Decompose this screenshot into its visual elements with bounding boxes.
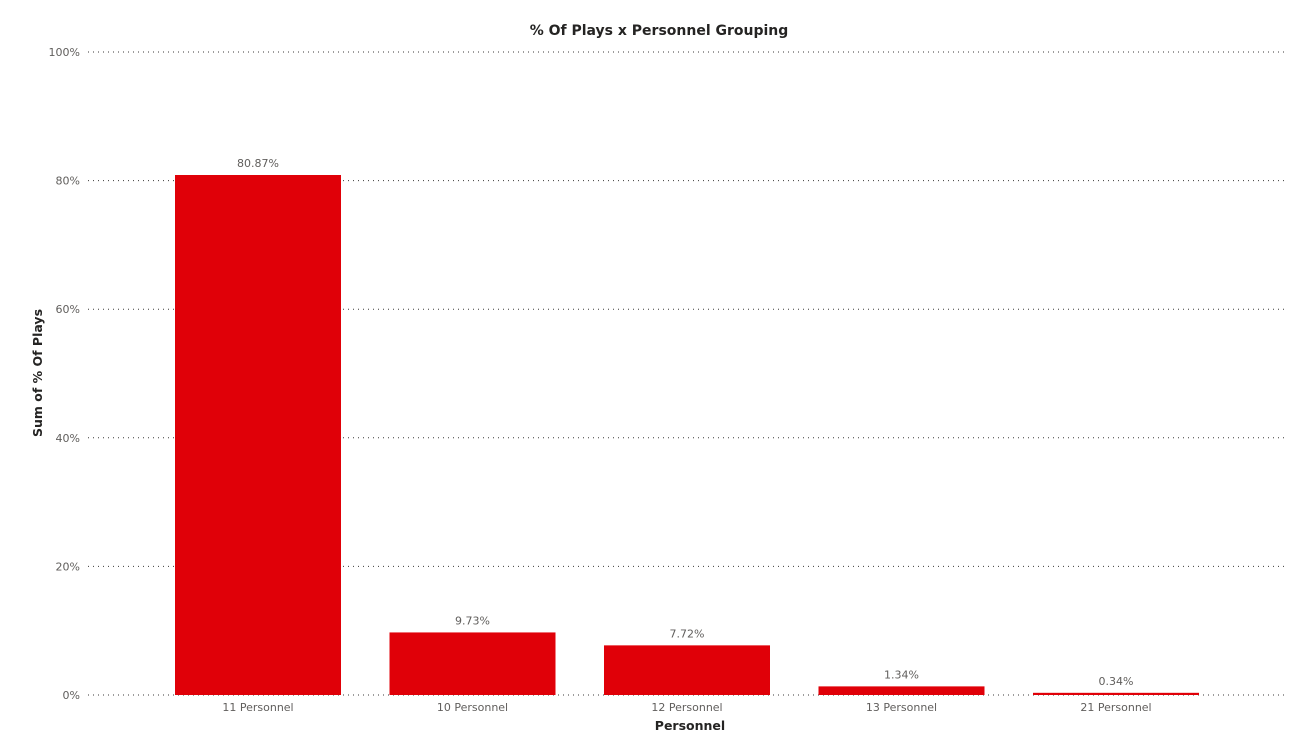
- chart-title: % Of Plays x Personnel Grouping: [530, 23, 789, 39]
- x-axis-title: Personnel: [655, 718, 725, 733]
- data-label: 80.87%: [237, 157, 279, 170]
- x-tick-label: 21 Personnel: [1080, 701, 1151, 714]
- x-tick-label: 12 Personnel: [651, 701, 722, 714]
- bar[interactable]: [389, 632, 556, 695]
- x-tick-label: 13 Personnel: [866, 701, 937, 714]
- data-label: 9.73%: [455, 614, 490, 627]
- bar[interactable]: [175, 175, 341, 695]
- x-tick-label: 10 Personnel: [437, 701, 508, 714]
- y-tick-label: 100%: [49, 46, 80, 59]
- bar[interactable]: [1033, 692, 1199, 695]
- y-tick-label: 40%: [56, 432, 80, 445]
- bar[interactable]: [818, 686, 985, 695]
- bars[interactable]: [175, 175, 1199, 695]
- y-tick-label: 80%: [56, 175, 80, 188]
- data-label: 1.34%: [884, 668, 919, 681]
- y-tick-label: 60%: [56, 303, 80, 316]
- x-axis-ticks: 11 Personnel 10 Personnel 12 Personnel 13 P…: [222, 701, 1151, 714]
- bar[interactable]: [604, 645, 770, 695]
- y-tick-label: 20%: [56, 560, 80, 573]
- y-axis-ticks: 0% 20% 40% 60% 80% 100%: [49, 46, 80, 702]
- y-tick-label: 0%: [63, 689, 80, 702]
- data-label: 7.72%: [670, 627, 705, 640]
- data-label: 0.34%: [1099, 675, 1134, 688]
- data-labels: 80.87% 9.73% 7.72% 1.34% 0.34%: [237, 157, 1133, 688]
- x-tick-label: 11 Personnel: [222, 701, 293, 714]
- y-axis-title: Sum of % Of Plays: [30, 309, 45, 437]
